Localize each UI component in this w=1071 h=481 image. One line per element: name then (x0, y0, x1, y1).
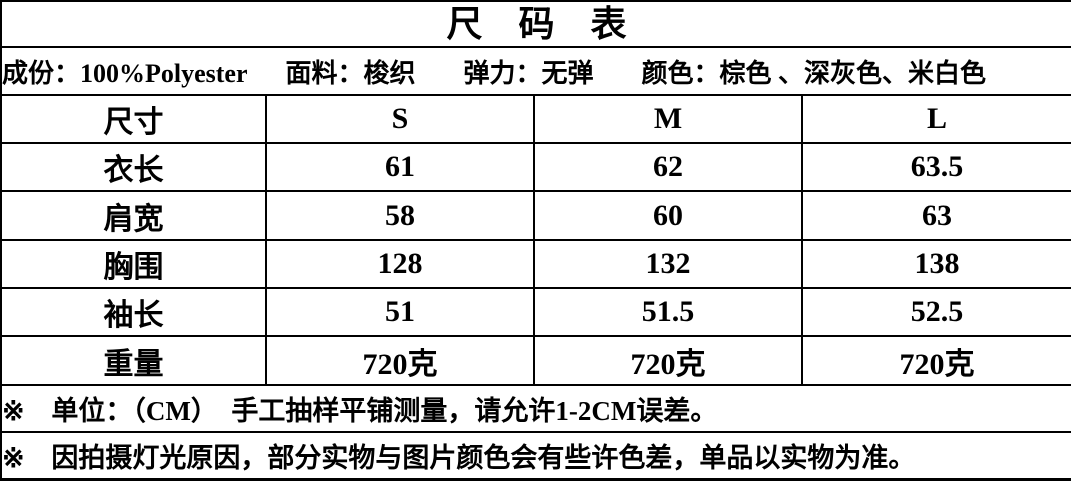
row-label-cell: 肩宽 (0, 190, 267, 241)
value-cell: 62 (533, 142, 803, 193)
value-cell: 63.5 (800, 142, 1071, 193)
reference-mark-icon: ※ (2, 443, 25, 474)
table-header-row: 尺寸 S M L (0, 93, 1071, 145)
value-cell: 52.5 (800, 287, 1071, 338)
info-row: 成份：100%Polyester 面料：梭织 弹力：无弹 颜色：棕色 、深灰色、米白色 (0, 46, 1071, 96)
product-info-cell: 成份：100%Polyester 面料：梭织 弹力：无弹 颜色：棕色 、深灰色、米白色 (0, 46, 1071, 96)
value-cell: 51 (265, 287, 535, 338)
header-cell-size-s: S (265, 93, 535, 145)
note-row-color-disclaimer: ※ 因拍摄灯光原因，部分实物与图片颜色会有些许色差，单品以实物为准。 (0, 431, 1071, 481)
value-cell: 61 (265, 142, 535, 193)
value-cell: 720克 (533, 335, 803, 386)
info-elasticity: 弹力：无弹 (463, 58, 594, 88)
header-cell-size-l: L (800, 93, 1071, 145)
value-cell: 138 (800, 238, 1071, 290)
info-fabric: 面料：梭织 (285, 58, 416, 88)
value-cell: 720克 (800, 335, 1071, 386)
table-row-shoulder-width: 肩宽 58 60 63 (0, 190, 1071, 241)
header-cell-size-m: M (533, 93, 803, 145)
note-row-measurement: ※ 单位：（CM） 手工抽样平铺测量，请允许1-2CM误差。 (0, 383, 1071, 434)
note-text: 单位：（CM） 手工抽样平铺测量，请允许1-2CM误差。 (51, 395, 718, 426)
value-cell: 128 (265, 238, 535, 290)
value-cell: 132 (533, 238, 803, 290)
table-row-sleeve-length: 袖长 51 51.5 52.5 (0, 287, 1071, 338)
reference-mark-icon: ※ (2, 395, 25, 426)
page-title: 尺 码 表 (0, 0, 1071, 49)
note-cell-color-disclaimer: ※ 因拍摄灯光原因，部分实物与图片颜色会有些许色差，单品以实物为准。 (0, 431, 1071, 481)
table-row-garment-length: 衣长 61 62 63.5 (0, 142, 1071, 193)
value-cell: 51.5 (533, 287, 803, 338)
row-label-cell: 衣长 (0, 142, 267, 193)
table-row-bust: 胸围 128 132 138 (0, 238, 1071, 290)
value-cell: 60 (533, 190, 803, 241)
info-composition: 成份：100%Polyester (2, 58, 248, 88)
table-row-weight: 重量 720克 720克 720克 (0, 335, 1071, 386)
row-label-cell: 袖长 (0, 287, 267, 338)
title-row: 尺 码 表 (0, 0, 1071, 49)
value-cell: 58 (265, 190, 535, 241)
note-cell-measurement: ※ 单位：（CM） 手工抽样平铺测量，请允许1-2CM误差。 (0, 383, 1071, 434)
note-text: 因拍摄灯光原因，部分实物与图片颜色会有些许色差，单品以实物为准。 (51, 443, 916, 474)
header-cell-size-label: 尺寸 (0, 93, 267, 145)
value-cell: 720克 (265, 335, 535, 386)
row-label-cell: 重量 (0, 335, 267, 386)
value-cell: 63 (800, 190, 1071, 241)
row-label-cell: 胸围 (0, 238, 267, 290)
info-color: 颜色：棕色 、深灰色、米白色 (641, 58, 987, 88)
